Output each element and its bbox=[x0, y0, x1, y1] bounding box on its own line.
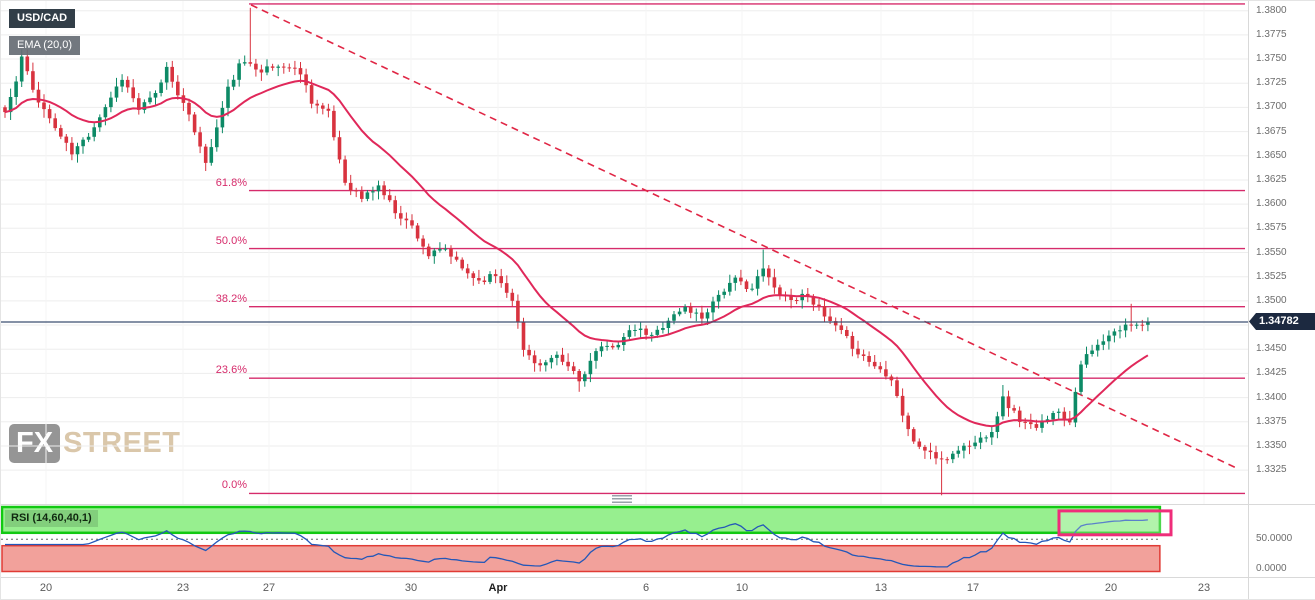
fxstreet-watermark: FX STREET bbox=[9, 424, 180, 463]
price-tick-label: 1.3725 bbox=[1256, 77, 1287, 88]
chart-legend: USD/CAD EMA (20,0) bbox=[9, 9, 81, 55]
fib-label: 50.0% bbox=[215, 235, 247, 247]
price-tick-label: 1.3350 bbox=[1256, 440, 1287, 451]
price-tick-label: 1.3625 bbox=[1256, 174, 1287, 185]
ema-line[interactable] bbox=[4, 79, 1149, 428]
time-tick-label: 30 bbox=[404, 582, 418, 594]
rsi-canvas bbox=[1, 505, 1173, 573]
time-tick-label: Apr bbox=[488, 582, 508, 594]
symbol-legend[interactable]: USD/CAD bbox=[9, 9, 76, 28]
fxstreet-logo-fx: FX bbox=[9, 424, 61, 463]
rsi-line[interactable] bbox=[5, 519, 1148, 568]
fib-label: 61.8% bbox=[215, 177, 247, 189]
price-tick-label: 1.3600 bbox=[1256, 198, 1287, 209]
price-tick-label: 1.3425 bbox=[1256, 367, 1287, 378]
descending-trendline[interactable] bbox=[250, 4, 1240, 470]
price-tick-label: 1.3450 bbox=[1256, 343, 1287, 354]
rsi-highlight-box[interactable] bbox=[1057, 509, 1173, 537]
price-tick-label: 1.3750 bbox=[1256, 53, 1287, 64]
rsi-indicator-pane[interactable]: RSI (14,60,40,1) bbox=[1, 505, 1248, 577]
pane-divider[interactable] bbox=[1, 504, 1315, 505]
rsi-tick-label: 50.0000 bbox=[1256, 533, 1293, 544]
price-tick-label: 1.3525 bbox=[1256, 271, 1287, 282]
time-tick-label: 23 bbox=[1197, 582, 1211, 594]
grid-layer bbox=[1, 1, 1248, 504]
fxstreet-logo-street: STREET bbox=[63, 427, 181, 459]
fib-label: 23.6% bbox=[215, 364, 247, 376]
price-tick-label: 1.3400 bbox=[1256, 392, 1287, 403]
candlestick-series bbox=[3, 7, 1150, 496]
price-tick-label: 1.3325 bbox=[1256, 464, 1287, 475]
current-price-badge: 1.34782 bbox=[1249, 313, 1315, 330]
time-axis[interactable]: 20 23 27 30 Apr 6 10 13 17 20 23 bbox=[1, 578, 1248, 599]
price-tick-label: 1.3800 bbox=[1256, 5, 1287, 16]
pane-resize-handle[interactable] bbox=[612, 495, 632, 503]
time-tick-label: 13 bbox=[874, 582, 888, 594]
time-tick-label: 17 bbox=[966, 582, 980, 594]
price-axis[interactable]: 1.34782 50.0000 0.0000 1.3800 1.3775 1.375… bbox=[1248, 1, 1315, 599]
price-chart-canvas bbox=[1, 1, 1248, 504]
price-tick-label: 1.3375 bbox=[1256, 416, 1287, 427]
price-tick-label: 1.3775 bbox=[1256, 29, 1287, 40]
rsi-tick-label: 0.0000 bbox=[1256, 563, 1287, 574]
time-tick-label: 6 bbox=[642, 582, 650, 594]
rsi-overbought-zone bbox=[1, 505, 1162, 535]
fib-label: 38.2% bbox=[215, 293, 247, 305]
ema-indicator-legend[interactable]: EMA (20,0) bbox=[9, 36, 81, 55]
price-chart-pane[interactable]: USD/CAD EMA (20,0) FX STREET 61.8% 50.0% 3… bbox=[1, 1, 1248, 504]
time-tick-label: 27 bbox=[262, 582, 276, 594]
price-tick-label: 1.3650 bbox=[1256, 150, 1287, 161]
fib-label: 0.0% bbox=[221, 479, 247, 491]
rsi-oversold-zone bbox=[1, 544, 1161, 573]
price-tick-label: 1.3675 bbox=[1256, 126, 1287, 137]
axis-divider bbox=[1, 577, 1315, 578]
price-tick-label: 1.3550 bbox=[1256, 247, 1287, 258]
time-tick-label: 20 bbox=[39, 582, 53, 594]
rsi-indicator-legend[interactable]: RSI (14,60,40,1) bbox=[5, 510, 98, 527]
time-tick-label: 10 bbox=[735, 582, 749, 594]
price-tick-label: 1.3575 bbox=[1256, 222, 1287, 233]
time-tick-label: 23 bbox=[176, 582, 190, 594]
fib-retracement-lines[interactable] bbox=[249, 3, 1245, 495]
time-tick-label: 20 bbox=[1104, 582, 1118, 594]
price-tick-label: 1.3500 bbox=[1256, 295, 1287, 306]
price-tick-label: 1.3700 bbox=[1256, 101, 1287, 112]
